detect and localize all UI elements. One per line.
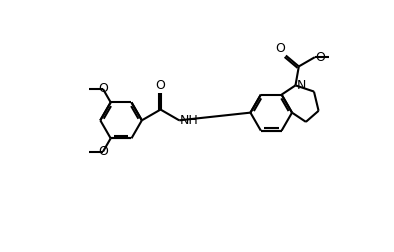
Text: NH: NH: [180, 114, 199, 127]
Text: O: O: [156, 79, 165, 92]
Text: O: O: [98, 82, 108, 96]
Text: O: O: [316, 51, 325, 64]
Text: O: O: [98, 145, 108, 158]
Text: N: N: [297, 79, 307, 92]
Text: O: O: [275, 42, 285, 55]
